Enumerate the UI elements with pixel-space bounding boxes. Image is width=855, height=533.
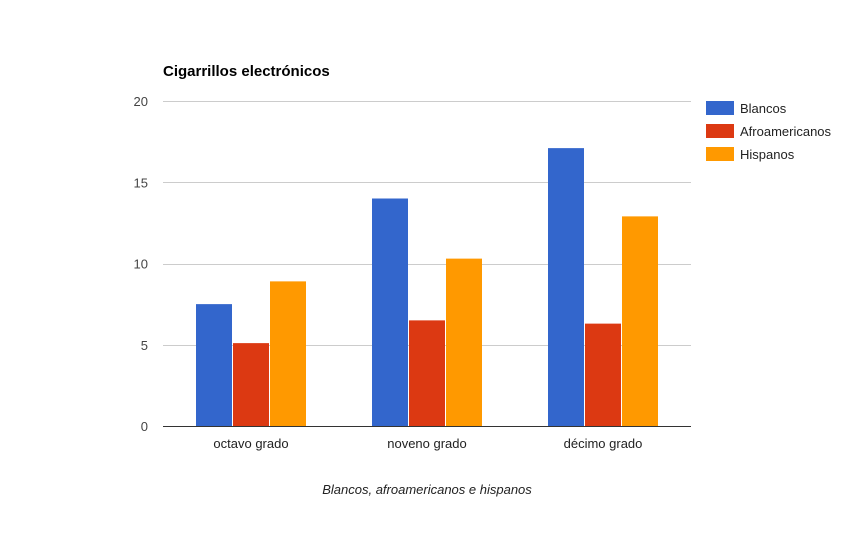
- y-tick-label: 20: [134, 94, 148, 109]
- legend-label: Afroamericanos: [740, 124, 832, 139]
- y-tick-label: 10: [134, 257, 148, 272]
- bars: [196, 148, 658, 426]
- x-axis-label: Blancos, afroamericanos e hispanos: [322, 482, 532, 497]
- x-tick-label: décimo grado: [564, 436, 643, 451]
- y-tick-label: 0: [141, 419, 148, 434]
- x-axis-ticks: octavo grado noveno grado décimo grado: [213, 436, 642, 451]
- legend-swatch: [706, 101, 734, 115]
- bar-hispanos-1[interactable]: [446, 258, 482, 426]
- bar-afroamericanos-1[interactable]: [409, 320, 445, 426]
- bar-hispanos-2[interactable]: [622, 216, 658, 426]
- bar-blancos-2[interactable]: [548, 148, 584, 426]
- y-tick-label: 15: [134, 175, 148, 190]
- legend-swatch: [706, 147, 734, 161]
- bar-afroamericanos-2[interactable]: [585, 323, 621, 426]
- bar-blancos-1[interactable]: [372, 198, 408, 427]
- x-tick-label: noveno grado: [387, 436, 467, 451]
- legend-swatch: [706, 124, 734, 138]
- bar-blancos-0[interactable]: [196, 304, 232, 426]
- gridlines: [163, 101, 691, 346]
- chart-title: Cigarrillos electrónicos: [163, 63, 330, 80]
- y-tick-label: 5: [141, 338, 148, 353]
- legend-label: Blancos: [740, 101, 787, 116]
- y-axis-ticks: 0 5 10 15 20: [134, 94, 148, 434]
- x-tick-label: octavo grado: [213, 436, 288, 451]
- bar-afroamericanos-0[interactable]: [233, 343, 269, 426]
- legend-label: Hispanos: [740, 147, 795, 162]
- legend[interactable]: Blancos Afroamericanos Hispanos: [706, 101, 832, 162]
- bar-hispanos-0[interactable]: [270, 281, 306, 426]
